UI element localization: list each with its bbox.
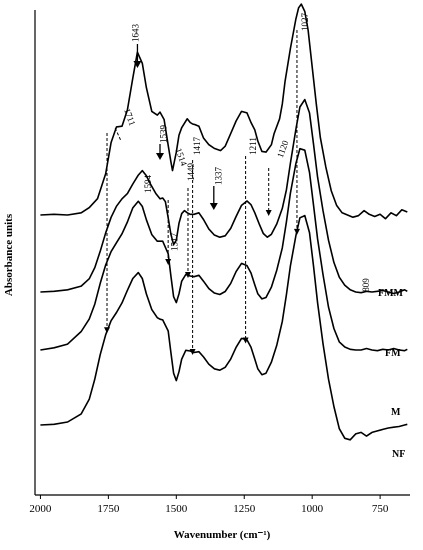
peak-label-1337: 1337 bbox=[214, 167, 224, 186]
x-tick-label: 750 bbox=[372, 503, 389, 515]
peak-label-1517: 1517 bbox=[170, 233, 180, 252]
series-line-m bbox=[40, 147, 408, 352]
peak-label-1120: 1120 bbox=[275, 138, 291, 158]
peak-label-1211: 1211 bbox=[248, 137, 258, 155]
arrow-1711-down-head bbox=[104, 327, 111, 334]
peak-label-1417: 1417 bbox=[192, 137, 202, 156]
x-tick-label: 1250 bbox=[233, 503, 256, 515]
x-tick-label: 1500 bbox=[165, 503, 188, 515]
arrow-1517-head bbox=[165, 259, 172, 265]
arrow-1449-head bbox=[184, 272, 191, 278]
x-tick-label: 1750 bbox=[97, 503, 120, 515]
x-tick-label: 1000 bbox=[301, 503, 324, 515]
y-axis-title: Absorbance units bbox=[3, 213, 15, 296]
peak-label-809: 809 bbox=[361, 278, 371, 292]
arrow-1120-head bbox=[265, 210, 272, 216]
peak-annotations: 1643171115391594151715141449141713371211… bbox=[104, 13, 371, 355]
peak-label-1594: 1594 bbox=[143, 175, 153, 194]
arrow-1539-head bbox=[156, 153, 164, 160]
arrow-1027-head bbox=[293, 228, 300, 235]
x-tick-label: 2000 bbox=[29, 503, 52, 515]
series-line-nf bbox=[40, 214, 408, 441]
arrow-1711 bbox=[114, 127, 122, 141]
arrow-1417-head bbox=[189, 348, 196, 355]
peak-label-1643: 1643 bbox=[130, 24, 140, 43]
series-label-nf: NF bbox=[392, 449, 405, 460]
peak-label-1027: 1027 bbox=[300, 13, 310, 32]
series-label-fm: FM bbox=[385, 348, 401, 359]
arrow-1337-head bbox=[209, 203, 218, 210]
peak-label-1449: 1449 bbox=[186, 163, 196, 182]
series-line-fmm bbox=[40, 3, 408, 220]
x-axis-title: Wavenumber (cm⁻¹) bbox=[174, 529, 271, 541]
axes: 2000 1750 1500 1250 1000 750 bbox=[29, 10, 410, 515]
series-label-m: M bbox=[391, 407, 401, 418]
arrow-1211-head bbox=[242, 337, 249, 344]
series-line-fm bbox=[40, 98, 408, 295]
arrow-1643-head bbox=[133, 61, 142, 68]
peak-label-1539: 1539 bbox=[159, 125, 169, 144]
